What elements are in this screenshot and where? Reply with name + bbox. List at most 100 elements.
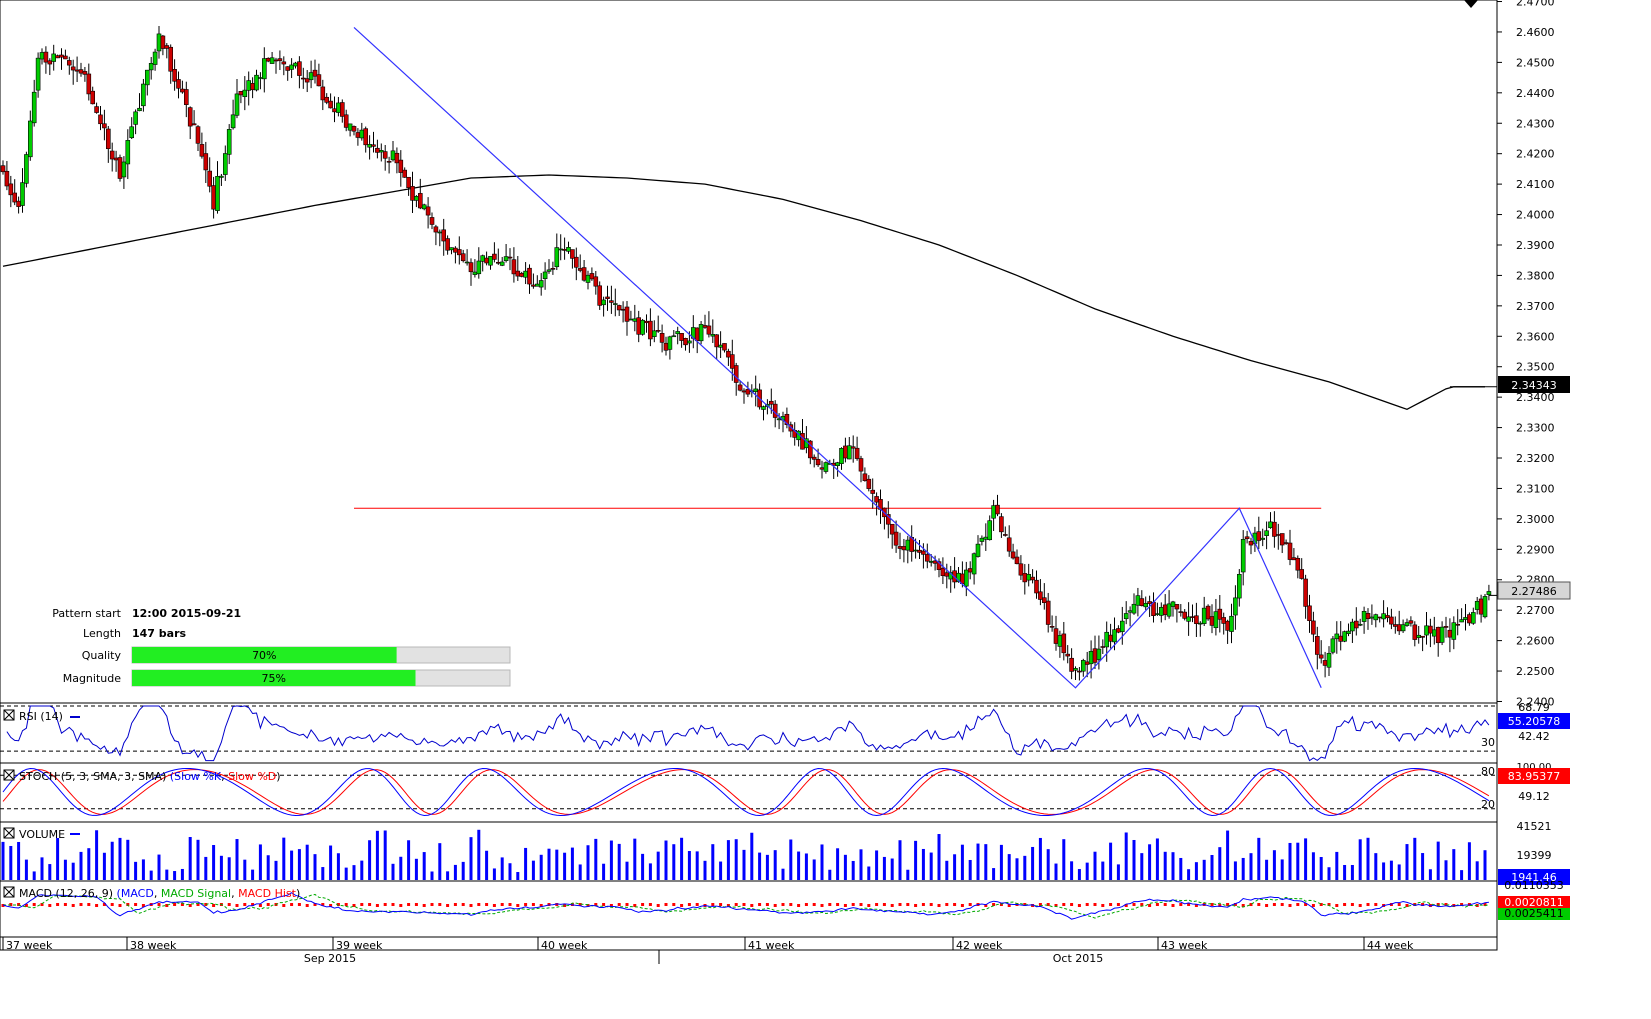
stoch-d-line <box>2 769 1490 815</box>
candle-body <box>1432 629 1437 637</box>
macd-hist-bar <box>1109 903 1113 906</box>
candle-body <box>1471 612 1476 624</box>
candle-body <box>729 354 735 369</box>
volume-bar <box>461 861 465 880</box>
macd-hist-bar <box>134 903 138 906</box>
volume-bar <box>1070 861 1074 880</box>
candle-body <box>601 299 606 306</box>
volume-bar <box>1405 844 1409 880</box>
candle-body <box>1194 615 1199 624</box>
candle-body <box>492 253 497 260</box>
volume-bar <box>1436 841 1440 880</box>
price-tick-label: 2.3300 <box>1516 422 1555 435</box>
macd-hist-bar <box>196 903 200 906</box>
ma-value-tag: 2.34343 <box>1498 376 1570 393</box>
volume-bar <box>836 848 840 880</box>
macd-hist-bar <box>1124 904 1128 907</box>
macd-signal-label: MACD Signal <box>161 887 231 900</box>
macd-hist-bar <box>282 904 286 907</box>
price-tick-label: 2.3200 <box>1516 452 1555 465</box>
candle-body <box>425 206 431 216</box>
macd-hist-bar <box>399 904 403 907</box>
candle-body <box>137 107 142 112</box>
scroll-marker-icon[interactable] <box>1464 0 1478 8</box>
macd-hist-bar <box>40 903 44 906</box>
volume-bar <box>742 849 746 880</box>
volume-bar <box>360 860 364 880</box>
macd-hist-bar <box>1132 903 1136 906</box>
candle-body <box>1120 620 1125 633</box>
volume-bar <box>1241 857 1245 880</box>
candle-body <box>874 496 879 503</box>
candle-body <box>172 69 177 82</box>
candle-body <box>0 165 6 173</box>
price-tick-label: 2.4200 <box>1516 148 1555 161</box>
volume-bar <box>1031 846 1035 880</box>
macd-hist-bar <box>1163 903 1167 906</box>
volume-bar <box>711 844 715 880</box>
candle-body <box>180 88 185 93</box>
volume-bar <box>438 843 442 880</box>
ma200-line <box>2 174 1485 411</box>
week-label: 38 week <box>130 939 177 952</box>
volume-bar <box>898 840 902 880</box>
candle-body <box>414 196 419 201</box>
macd-hist-bar <box>1085 903 1089 906</box>
candle-body <box>1026 574 1031 581</box>
macd-hist-bar <box>336 903 340 906</box>
macd-hist-bar <box>227 903 231 906</box>
candle-body <box>1081 660 1086 672</box>
macd-hist-bar <box>212 904 216 907</box>
macd-hist-bar <box>469 904 473 907</box>
volume-bar <box>726 840 730 880</box>
macd-hist-bar <box>1140 903 1144 906</box>
candle-body <box>515 270 521 277</box>
candle-body <box>1042 597 1047 603</box>
candle-body <box>1135 595 1141 606</box>
macd-hist-bar <box>453 903 457 906</box>
volume-bar <box>594 838 598 880</box>
macd-red-value-tag <box>1498 896 1570 908</box>
volume-bar <box>1226 830 1230 880</box>
candle-body <box>1248 541 1254 546</box>
macd-hist-bar <box>110 903 114 906</box>
volume-scale-mid: 19399 <box>1517 849 1552 862</box>
volume-bar <box>79 851 83 880</box>
macd-hist-bar <box>383 903 387 906</box>
candle-body <box>1435 626 1441 644</box>
candle-body <box>273 59 279 62</box>
macd-hist-bar <box>422 904 426 907</box>
volume-bar <box>524 847 528 880</box>
candle-body <box>585 274 591 283</box>
candle-body <box>1131 603 1137 614</box>
macd-hist-bar <box>1296 903 1300 906</box>
candle-body <box>870 489 876 494</box>
volume-bar <box>1350 864 1354 880</box>
candle-body <box>534 283 540 287</box>
length-value: 147 bars <box>132 627 187 640</box>
volume-bar <box>586 845 590 880</box>
candle-body <box>1014 556 1020 565</box>
volume-bar <box>1280 859 1284 880</box>
candle-body <box>234 93 240 116</box>
candle-body <box>59 54 64 58</box>
week-label: 41 week <box>748 939 795 952</box>
candle-body <box>1022 573 1028 583</box>
candle-body <box>35 57 41 91</box>
candle-body <box>1053 628 1059 644</box>
candle-body <box>999 516 1004 533</box>
macd-hist-bar <box>375 904 379 907</box>
volume-bar <box>204 856 208 880</box>
stoch-header: STOCH (5, 3, SMA, 3, SMA) (Slow %K, Slow… <box>3 769 281 783</box>
macd-hist-bar <box>945 903 949 906</box>
candle-body <box>1447 629 1453 638</box>
candle-body <box>640 319 645 335</box>
macd-hist-bar <box>1405 904 1409 907</box>
volume-bar <box>758 852 762 880</box>
candle-body <box>1104 631 1109 648</box>
candle-body <box>1326 652 1332 668</box>
candle-body <box>90 90 95 105</box>
volume-bar <box>875 850 879 880</box>
